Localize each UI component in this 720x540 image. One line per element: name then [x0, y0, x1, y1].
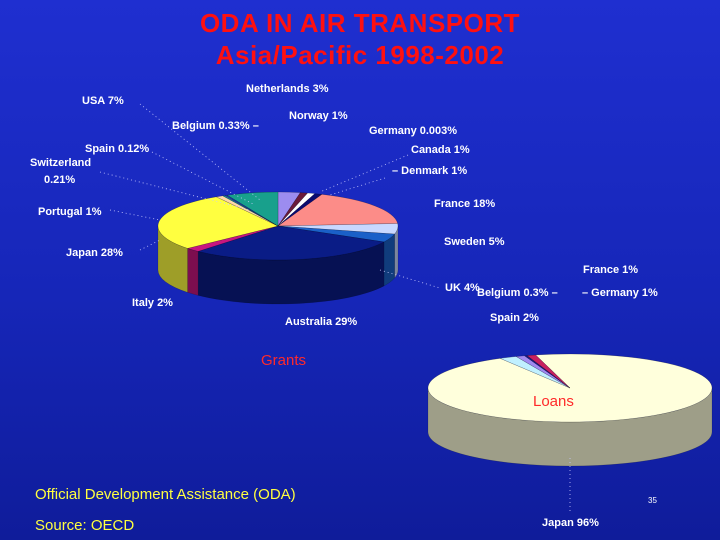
grants-slice-japan	[157, 196, 279, 249]
grants-slice-france	[277, 194, 399, 227]
grants-label-spain: Spain 0.12%	[85, 143, 149, 155]
grants-slice-spain	[223, 195, 279, 227]
grants-slice-belgium	[224, 194, 279, 227]
loans-pie	[427, 353, 713, 467]
grants-label-italy: Italy 2%	[132, 297, 173, 309]
grants-pie	[157, 191, 399, 305]
grants-slice-australia	[197, 225, 385, 261]
loans-slice-france	[515, 355, 571, 389]
loans-label-france: France 1%	[583, 264, 638, 276]
grants-chart-title: Grants	[261, 352, 307, 369]
grants-label-canada: Canada 1%	[411, 144, 470, 156]
leader-switzerland	[99, 171, 251, 211]
footer-text: Official Development Assistance (ODA)	[35, 486, 296, 503]
grants-label-norway: Norway 1%	[289, 110, 348, 122]
leader-portugal	[109, 209, 161, 221]
leader-spain	[151, 151, 256, 206]
loans-label-germany: – Germany 1%	[582, 287, 658, 299]
loans-slice-belgium	[523, 355, 571, 389]
leader-denmark	[329, 177, 386, 196]
title-line-2: Asia/Pacific 1998-2002	[215, 40, 505, 70]
grants-slice-norway	[277, 192, 309, 227]
grants-label-germany: Germany 0.003%	[369, 125, 457, 137]
source-text: Source: OECD	[35, 517, 135, 534]
grants-label-portugal: Portugal 1%	[38, 206, 102, 218]
grants-label-japan: Japan 28%	[66, 247, 123, 259]
grants-slice-uk	[277, 225, 396, 243]
slide-number: 35	[648, 496, 657, 505]
leader-uk	[379, 269, 441, 289]
grants-slice-netherlands	[277, 191, 301, 227]
loans-label-spain: Spain 2%	[490, 312, 539, 324]
pie-labels: Netherlands 3% USA 7% Norway 1% Belgium 0.3…	[30, 83, 658, 529]
grants-slice-italy	[186, 225, 279, 252]
grants-label-sweden: Sweden 5%	[444, 236, 505, 248]
grants-slice-switzerland	[222, 195, 279, 227]
grants-side-uk	[383, 233, 395, 287]
grants-side-italy	[187, 248, 199, 296]
grants-slice-canada	[277, 192, 316, 227]
grants-slice-denmark	[277, 193, 323, 227]
loans-slice-japan	[427, 353, 713, 423]
grants-label-switzerland-value: 0.21%	[44, 174, 75, 186]
grants-label-netherlands: Netherlands 3%	[246, 83, 329, 95]
leader-usa	[139, 103, 261, 201]
grants-label-usa: USA 7%	[82, 95, 124, 107]
title-line-1: ODA IN AIR TRANSPORT	[199, 8, 521, 38]
grants-label-uk: UK 4%	[445, 282, 480, 294]
grants-label-switzerland: Switzerland	[30, 157, 91, 169]
loans-slice-spain	[499, 356, 571, 389]
loans-chart-title: Loans	[533, 393, 574, 410]
loans-slice-germany	[526, 354, 571, 389]
grants-label-france: France 18%	[434, 198, 495, 210]
grants-slice-sweden	[277, 223, 399, 235]
loans-label-japan: Japan 96%	[542, 517, 599, 529]
grants-label-belgium: Belgium 0.33% –	[172, 120, 259, 132]
leader-japan	[139, 239, 161, 251]
grants-slice-portugal	[215, 195, 279, 227]
grants-label-denmark: – Denmark 1%	[392, 165, 467, 177]
loans-label-belgium: Belgium 0.3% –	[477, 287, 558, 299]
grants-side-australia	[197, 241, 385, 305]
grants-slice-usa	[226, 191, 279, 227]
grants-label-australia: Australia 29%	[285, 316, 357, 328]
